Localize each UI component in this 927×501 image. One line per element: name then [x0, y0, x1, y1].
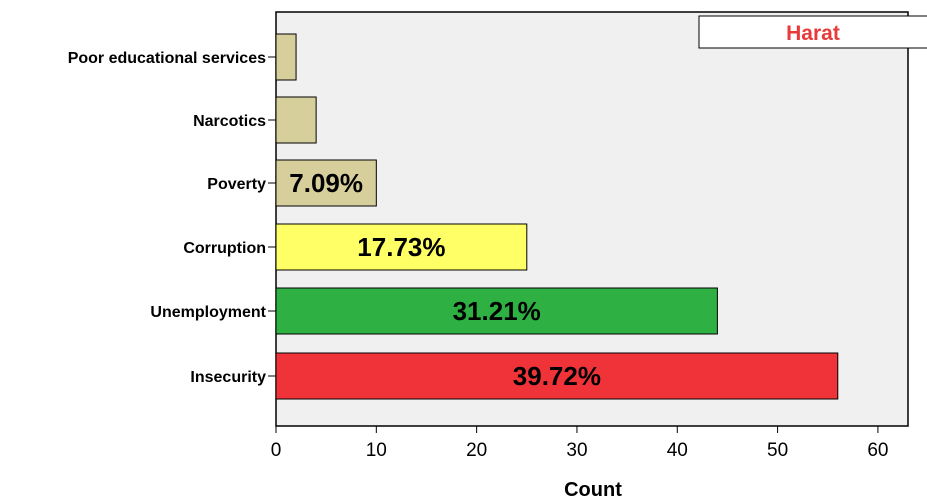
category-labels: Poor educational services Narcotics Povert… — [68, 50, 276, 386]
category-label: Corruption — [183, 240, 266, 257]
x-tick-label: 30 — [566, 440, 587, 461]
x-axis-title: Count — [564, 479, 622, 501]
data-label: 7.09% — [289, 168, 363, 198]
bar-unemployment — [275, 287, 718, 335]
legend-box — [698, 15, 927, 49]
bar-insecurity — [275, 352, 839, 400]
data-label: 17.73% — [357, 232, 445, 262]
category-label: Poor educational services — [68, 50, 266, 67]
legend-label: Harat — [786, 22, 840, 45]
bar-poverty — [275, 159, 377, 207]
data-label: 31.21% — [453, 296, 541, 326]
bar-narcotics — [275, 96, 317, 144]
x-tick-label: 0 — [271, 440, 282, 461]
x-tick-label: 60 — [867, 440, 888, 461]
x-axis-ticks: 0 10 20 30 40 50 60 — [271, 426, 888, 461]
bars-group: 7.09% 17.73% 31.21% 39.72% — [275, 33, 839, 400]
category-label: Insecurity — [190, 369, 266, 386]
x-tick-label: 50 — [767, 440, 788, 461]
x-tick-label: 10 — [366, 440, 387, 461]
category-label: Narcotics — [193, 113, 266, 130]
bar-corruption — [275, 223, 528, 271]
category-label: Unemployment — [150, 304, 266, 321]
x-tick-label: 20 — [466, 440, 487, 461]
bar-poor-educational-services — [275, 33, 297, 81]
category-label: Poverty — [207, 176, 266, 193]
data-label: 39.72% — [513, 361, 601, 391]
legend: Harat — [698, 15, 927, 49]
x-tick-label: 40 — [667, 440, 688, 461]
